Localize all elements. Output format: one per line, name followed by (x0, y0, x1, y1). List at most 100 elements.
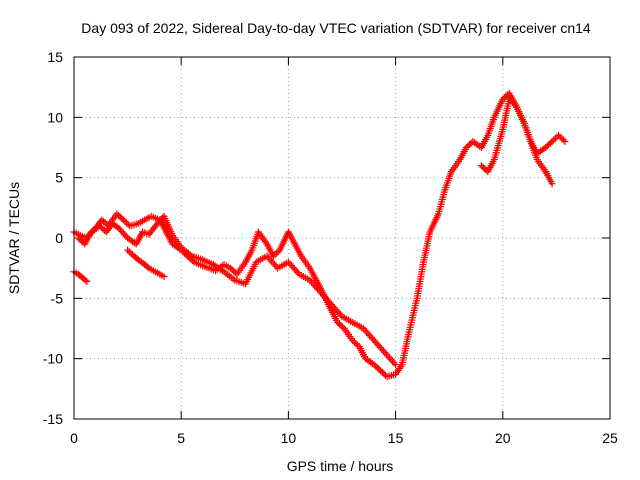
data-point (350, 338, 358, 346)
series-main-trace (70, 89, 569, 381)
data-point (274, 248, 282, 256)
data-point (372, 362, 380, 370)
data-point (292, 267, 300, 275)
data-point (320, 292, 328, 300)
data-point (327, 300, 335, 308)
data-point (307, 278, 315, 286)
data-point (466, 140, 474, 148)
data-point (382, 350, 390, 358)
data-point (510, 100, 518, 108)
data-point (125, 248, 133, 256)
data-point (273, 249, 281, 257)
chart-title: Day 093 of 2022, Sidereal Day-to-day VTE… (81, 20, 591, 36)
data-point (114, 211, 122, 219)
data-point (230, 267, 238, 275)
data-points (70, 89, 569, 381)
data-point (324, 297, 332, 305)
data-point (330, 304, 338, 312)
data-point (367, 333, 375, 341)
data-point (113, 210, 121, 218)
series-start-offset (70, 268, 91, 285)
data-point (78, 237, 86, 245)
axis-ticks: 0 5 10 15 20 25 -15 -10 -5 0 5 10 15 (43, 49, 618, 446)
data-point (284, 258, 292, 266)
data-point (370, 337, 378, 345)
data-point (379, 347, 387, 355)
data-point (548, 137, 556, 145)
x-tick-label: 10 (281, 430, 297, 446)
data-point (329, 302, 337, 310)
data-point (81, 276, 89, 284)
data-point (550, 136, 558, 144)
y-tick-label: -5 (51, 290, 64, 306)
data-point (271, 251, 279, 259)
data-point (555, 131, 563, 139)
data-point (332, 306, 340, 314)
data-point (389, 357, 397, 365)
data-point (543, 142, 551, 150)
data-point (269, 252, 277, 260)
data-point (334, 318, 342, 326)
data-point (381, 371, 389, 379)
data-point (124, 220, 132, 228)
data-point (505, 95, 513, 103)
data-point (500, 94, 508, 102)
data-point (321, 293, 329, 301)
data-point (263, 252, 271, 260)
data-point (335, 309, 343, 317)
data-point (269, 259, 277, 267)
y-tick-label: 15 (47, 49, 63, 65)
data-point (556, 133, 564, 141)
data-point (377, 367, 385, 375)
data-point (380, 370, 388, 378)
data-point (370, 361, 378, 369)
data-point (381, 349, 389, 357)
series-late-branch (477, 95, 556, 188)
data-point (369, 335, 377, 343)
data-point (499, 95, 507, 103)
data-point (378, 345, 386, 353)
data-point (359, 325, 367, 332)
data-point (96, 222, 104, 230)
data-point (349, 337, 357, 345)
data-point (294, 268, 302, 276)
data-point (502, 92, 510, 100)
data-point (479, 163, 487, 171)
data-point (354, 341, 362, 349)
y-tick-label: 0 (55, 230, 63, 246)
data-point (462, 144, 470, 151)
data-point (312, 283, 320, 291)
series-early-band (74, 212, 400, 369)
data-point (317, 288, 325, 296)
data-point (333, 307, 341, 315)
data-point (266, 256, 274, 264)
data-point (118, 214, 126, 222)
data-point (309, 280, 317, 288)
data-point (376, 343, 384, 351)
x-tick-label: 20 (495, 430, 511, 446)
data-point (464, 142, 472, 150)
data-point (545, 140, 553, 148)
data-point (352, 340, 360, 348)
data-point (289, 263, 297, 271)
x-axis-label: GPS time / hours (287, 458, 394, 474)
data-point (306, 276, 314, 284)
plot-frame (73, 56, 611, 420)
data-point (378, 368, 386, 376)
y-tick-label: 10 (47, 109, 63, 125)
data-point (384, 352, 392, 360)
y-tick-label: -15 (43, 411, 63, 427)
data-point (387, 356, 395, 364)
data-point (268, 257, 276, 265)
data-point (323, 295, 331, 303)
data-point (507, 97, 515, 105)
data-point (83, 277, 91, 285)
data-point (286, 260, 294, 268)
data-point (373, 364, 381, 372)
data-point (119, 216, 127, 224)
data-point (363, 328, 371, 336)
data-point (74, 234, 82, 242)
data-point (373, 340, 381, 348)
data-point (385, 354, 393, 362)
data-point (116, 213, 124, 221)
